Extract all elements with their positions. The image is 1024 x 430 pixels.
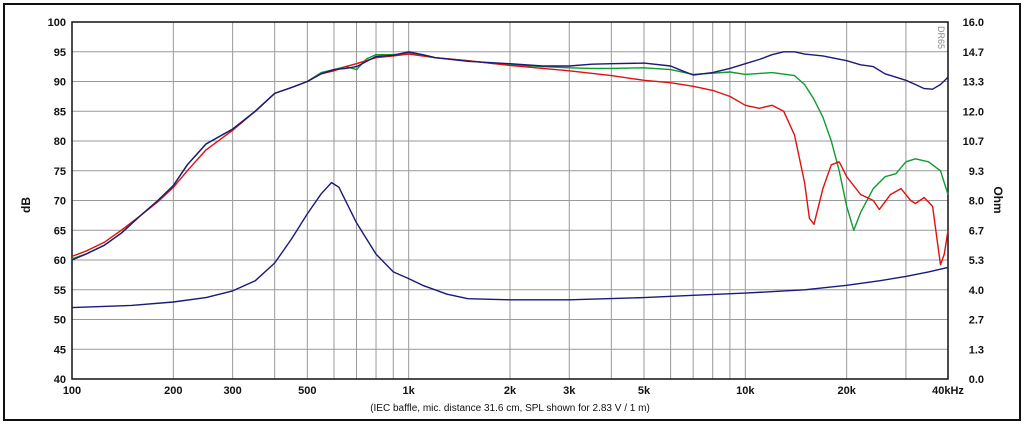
x-tick-label: 500 [298,385,316,397]
y-left-tick-label: 100 [48,17,66,29]
y-left-tick-label: 85 [54,106,66,118]
x-tick-label: 300 [223,385,241,397]
y-right-tick-label: 9.3 [969,166,984,178]
x-tick-label: 100 [63,385,81,397]
y-right-tick-label: 2.7 [969,315,984,327]
y-left-axis-title: dB [19,197,33,213]
plot-area-border [71,21,949,380]
y-right-tick-label: 8.0 [969,196,984,208]
x-tick-label: 200 [164,385,182,397]
x-tick-label: 10k [736,385,755,397]
impedance-curve [71,181,949,309]
grid [72,22,948,379]
y-left-tick-label: 80 [54,136,66,148]
x-tick-label: 3k [563,385,576,397]
watermark: DR65 [936,26,946,49]
y-right-tick-label: 13.3 [963,77,984,89]
y-left-tick-label: 75 [54,166,66,178]
y-right-tick-label: 14.7 [963,47,984,59]
y-left-tick-label: 70 [54,196,66,208]
y-right-tick-label: 1.3 [969,344,984,356]
x-tick-label: 40kHz [932,385,964,397]
y-right-tick-label: 16.0 [963,17,984,29]
y-right-tick-label: 10.7 [963,136,984,148]
y-right-tick-label: 6.7 [969,225,984,237]
y-left-tick-label: 60 [54,255,66,267]
x-tick-label: 5k [638,385,651,397]
y-left-tick-label: 40 [54,374,66,386]
y-right-tick-label: 12.0 [963,106,984,118]
x-tick-label: 1k [403,385,416,397]
y-left-tick-label: 95 [54,47,66,59]
y-left-tick-label: 50 [54,315,66,327]
y-right-tick-label: 5.3 [969,255,984,267]
y-left-tick-label: 55 [54,285,66,297]
y-right-axis-title: Ohm [991,186,1005,213]
x-tick-label: 2k [504,385,517,397]
y-left-tick-label: 90 [54,77,66,89]
axis-labels: 100 200 300 500 1k 2k 3k 5k 10k 20k 40kHz 100 95 90 85… [48,17,984,397]
y-left-tick-label: 45 [54,344,66,356]
navy-spl-curve [71,51,949,261]
y-right-tick-label: 4.0 [969,285,984,297]
chart-caption: (IEC baffle, mic. distance 31.6 cm, SPL … [370,403,650,414]
y-left-tick-label: 65 [54,225,66,237]
red-spl-curve [71,53,949,266]
x-tick-label: 20k [837,385,856,397]
series-lines [71,51,949,309]
y-right-tick-label: 0.0 [969,374,984,386]
